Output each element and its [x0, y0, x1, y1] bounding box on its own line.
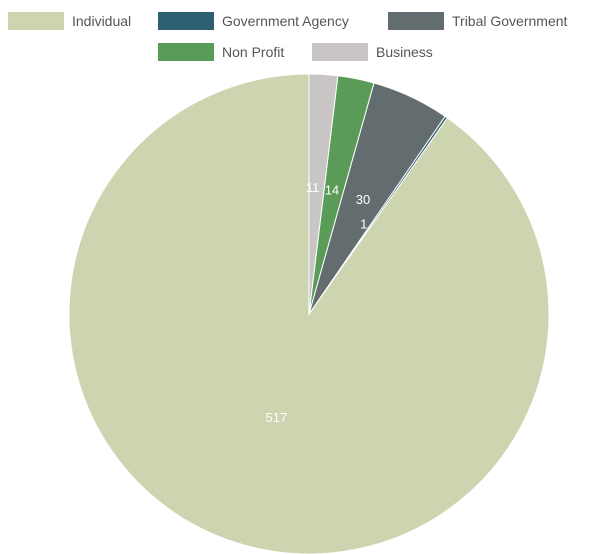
pie-slices [68, 73, 550, 554]
legend-label-tribal-government: Tribal Government [452, 13, 568, 29]
legend-swatch-individual [8, 12, 64, 30]
legend-swatch-tribal-government [388, 12, 444, 30]
data-label-government-agency: 1 [360, 217, 367, 232]
slice-business[interactable] [308, 73, 339, 315]
data-label-tribal-government: 30 [356, 192, 370, 207]
legend-swatch-government-agency [158, 12, 214, 30]
legend-item-individual[interactable]: Individual [8, 12, 131, 30]
legend-label-non-profit: Non Profit [222, 44, 284, 60]
chart-legend: Individual Government Agency Tribal Govern… [8, 12, 568, 61]
data-label-individual: 517 [266, 410, 288, 425]
legend-item-government-agency[interactable]: Government Agency [158, 12, 349, 30]
data-label-business: 11 [306, 180, 320, 195]
pie-data-labels: 517 1 30 14 11 [266, 180, 371, 425]
legend-item-tribal-government[interactable]: Tribal Government [388, 12, 568, 30]
legend-item-non-profit[interactable]: Non Profit [158, 43, 284, 61]
legend-label-government-agency: Government Agency [222, 13, 349, 29]
legend-label-individual: Individual [72, 13, 131, 29]
legend-item-business[interactable]: Business [312, 43, 433, 61]
data-label-non-profit: 14 [325, 182, 339, 197]
legend-swatch-non-profit [158, 43, 214, 61]
legend-swatch-business [312, 43, 368, 61]
legend-label-business: Business [376, 44, 433, 60]
